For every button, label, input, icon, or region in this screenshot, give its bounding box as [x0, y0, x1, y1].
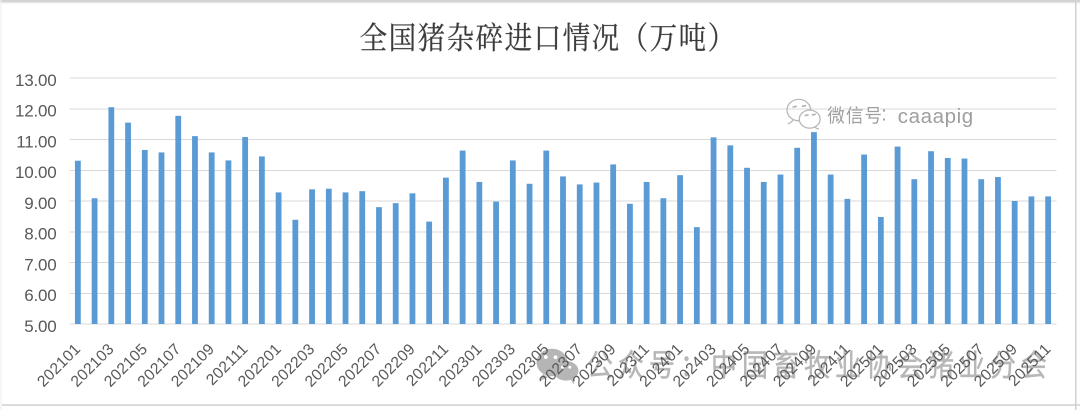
svg-text:10.00: 10.00 — [15, 163, 57, 182]
svg-text:13.00: 13.00 — [15, 71, 57, 90]
svg-text:12.00: 12.00 — [15, 102, 57, 121]
svg-text:caaapig: caaapig — [899, 106, 975, 129]
svg-text::: : — [883, 105, 889, 127]
svg-text:11.00: 11.00 — [16, 132, 56, 151]
svg-text:9.00: 9.00 — [24, 194, 56, 213]
svg-text:7.00: 7.00 — [24, 255, 56, 274]
svg-text:6.00: 6.00 — [24, 286, 56, 305]
svg-text:5.00: 5.00 — [24, 317, 56, 336]
svg-text:8.00: 8.00 — [24, 225, 56, 244]
svg-text:caaapig: caaapig — [898, 105, 974, 128]
svg-text::: : — [881, 103, 887, 125]
